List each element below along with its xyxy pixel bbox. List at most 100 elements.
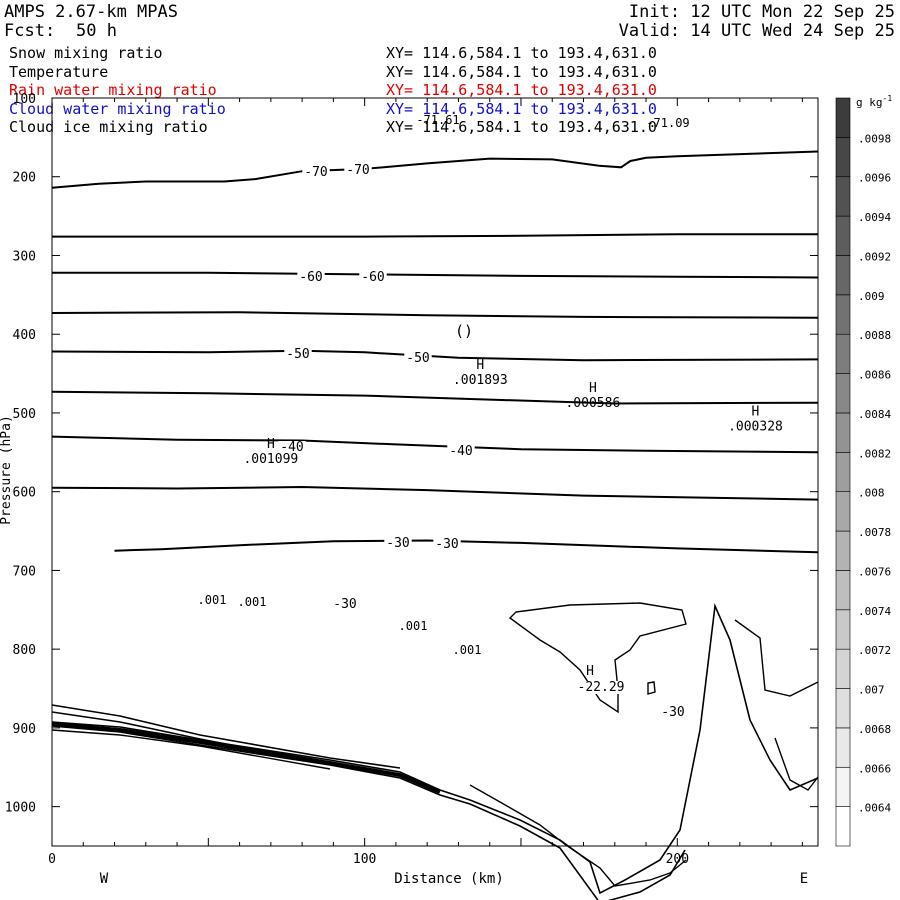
maximum-marker: H <box>589 381 597 396</box>
y-axis-title: Pressure (hPa) <box>0 415 14 525</box>
label-background <box>331 598 359 611</box>
terrain-contour <box>774 737 819 791</box>
contour-label: -71.61 <box>416 113 459 127</box>
y-tick-label: 100 <box>13 92 36 107</box>
y-tick-label: 200 <box>13 171 36 186</box>
contour-label: -50 <box>406 351 429 366</box>
colorbar-swatch <box>835 648 851 689</box>
colorbar-tick-label: .0092 <box>858 250 891 263</box>
colorbar-tick-label: .0086 <box>858 369 891 382</box>
colorbar-units: g kg-1 <box>856 94 892 109</box>
colorbar-tick-label: .0088 <box>858 329 891 342</box>
colorbar-tick-label: .0066 <box>858 762 891 775</box>
label-background <box>359 271 387 284</box>
maximum-marker: H <box>586 664 594 679</box>
y-tick-label: 1000 <box>5 801 36 816</box>
forecast-label: Fcst: <box>4 21 56 41</box>
terrain-contour <box>51 704 401 769</box>
field-coordinates: XY= 114.6,584.1 to 193.4,631.0 <box>386 44 657 62</box>
colorbar-swatch <box>835 806 851 847</box>
temperature-contour <box>52 271 819 279</box>
temperature-contour <box>52 233 818 238</box>
temperature-contour <box>114 539 819 554</box>
colorbar-swatch <box>835 176 851 217</box>
y-tick-label: 600 <box>13 486 36 501</box>
colorbar-tick-label: .0074 <box>858 605 891 618</box>
colorbar-tick-label: .008 <box>858 487 885 500</box>
contour-label: -22.29 <box>578 680 625 695</box>
label-background <box>433 538 461 551</box>
contour-label: .001 <box>453 643 482 657</box>
contour-label: -30 <box>386 536 409 551</box>
colorbar-tick-label: .0064 <box>858 802 891 815</box>
plot-frame <box>51 97 819 847</box>
contour-label: -50 <box>286 347 309 362</box>
label-background <box>659 706 687 719</box>
field-coordinates: XY= 114.6,584.1 to 193.4,631.0 <box>386 62 657 81</box>
y-tick-label: 800 <box>13 643 36 658</box>
contour-label: -60 <box>361 270 384 285</box>
field-name: Cloud ice mixing ratio <box>9 118 208 136</box>
colorbar-tick-label: .0098 <box>858 132 891 145</box>
field-coordinates: XY= 114.6,584.1 to 193.4,631.0 <box>386 81 657 99</box>
colorbar-swatch <box>835 688 851 729</box>
colorbar-swatch <box>835 412 851 453</box>
label-background <box>447 445 475 458</box>
west-label: W <box>100 871 109 887</box>
contour-label: () <box>455 322 473 340</box>
field-name: Snow mixing ratio <box>9 44 163 62</box>
colorbar-tick-label: .0068 <box>858 723 891 736</box>
colorbar-swatch <box>835 137 851 178</box>
x-tick-label: 0 <box>48 852 56 867</box>
colorbar-tick-label: .0072 <box>858 644 891 657</box>
valid-time: Valid: 14 UTC Wed 24 Sep 25 <box>618 21 895 41</box>
contour-label: .001 <box>198 593 227 607</box>
snow-maximum-value: .000328 <box>728 419 783 434</box>
y-tick-label: 500 <box>13 407 36 422</box>
colorbar-tick-label: .0076 <box>858 565 891 578</box>
terrain-contour <box>51 603 819 895</box>
colorbar-swatch <box>835 609 851 650</box>
y-tick-label: 700 <box>13 564 36 579</box>
contour-label: -30 <box>661 705 684 720</box>
label-background <box>344 164 372 177</box>
x-tick-label: 100 <box>353 852 376 867</box>
colorbar-swatch <box>835 727 851 768</box>
field-coordinates: XY= 114.6,584.1 to 193.4,631.0 <box>386 99 657 118</box>
colorbar-swatch <box>835 255 851 296</box>
colorbar-swatch <box>835 294 851 335</box>
east-label: E <box>800 871 808 887</box>
terrain-contour <box>647 681 656 695</box>
colorbar-tick-label: .0078 <box>858 526 891 539</box>
colorbar-tick-label: .0082 <box>858 447 891 460</box>
temperature-contour <box>51 435 819 454</box>
colorbar-swatch <box>835 333 851 374</box>
field-name: Rain water mixing ratio <box>9 81 217 99</box>
init-time: Init: 12 UTC Mon 22 Sep 25 <box>628 2 895 22</box>
colorbar-tick-label: .007 <box>858 684 885 697</box>
terrain-contour <box>734 619 819 697</box>
label-background <box>302 166 330 179</box>
temperature-contour <box>51 485 819 501</box>
colorbar-units-exponent: -1 <box>883 94 893 103</box>
contour-label: -40 <box>449 444 472 459</box>
colorbar-swatch <box>835 570 851 611</box>
colorbar-swatch <box>835 215 851 256</box>
contour-label: -60 <box>299 270 322 285</box>
forecast-hour: 50 h <box>76 21 117 41</box>
colorbar-swatch <box>835 97 851 138</box>
field-name: Cloud water mixing ratio <box>9 99 226 118</box>
model-title: AMPS 2.67-km MPAS <box>4 2 178 22</box>
snow-maximum-value: .000586 <box>565 396 620 411</box>
colorbar-tick-label: .009 <box>858 290 885 303</box>
label-background <box>284 348 312 361</box>
contour-label: -70 <box>346 163 369 178</box>
label-background <box>575 681 627 694</box>
snow-maximum-value: .001893 <box>453 373 508 388</box>
maximum-marker: H <box>267 437 275 452</box>
contour-label: -30 <box>333 597 356 612</box>
y-tick-label: 900 <box>13 722 36 737</box>
terrain-contour <box>51 725 686 900</box>
temperature-contour <box>51 390 819 405</box>
